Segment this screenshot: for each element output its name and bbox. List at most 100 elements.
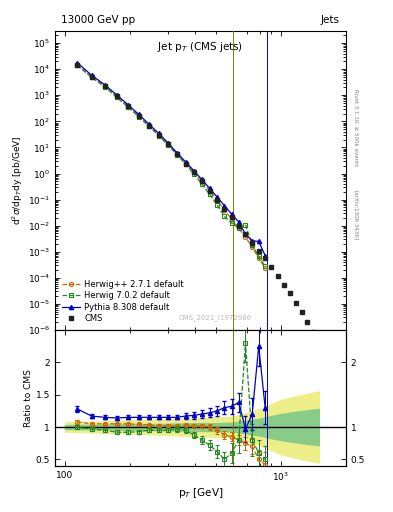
Herwig++ 2.7.1 default [207, 187, 212, 194]
CMS [311, 329, 316, 335]
CMS [215, 197, 220, 203]
Text: CMS_2021_I1972986: CMS_2021_I1972986 [178, 314, 252, 321]
CMS [147, 123, 151, 129]
CMS [269, 264, 274, 270]
Text: 13000 GeV pp: 13000 GeV pp [61, 15, 135, 25]
Herwig 7.0.2 default [165, 142, 170, 148]
Herwig++ 2.7.1 default [222, 207, 227, 213]
CMS [236, 223, 241, 229]
Herwig 7.0.2 default [199, 181, 204, 187]
Line: Herwig++ 2.7.1 default: Herwig++ 2.7.1 default [75, 62, 267, 270]
Herwig++ 2.7.1 default [191, 169, 196, 175]
CMS [199, 178, 204, 184]
Herwig 7.0.2 default [136, 114, 141, 120]
Herwig++ 2.7.1 default [199, 178, 204, 184]
Pythia 8.308 default [89, 72, 94, 78]
Herwig++ 2.7.1 default [183, 160, 188, 166]
Pythia 8.308 default [191, 167, 196, 174]
CMS [114, 93, 119, 99]
CMS [191, 169, 196, 176]
Pythia 8.308 default [126, 101, 130, 108]
Pythia 8.308 default [256, 239, 261, 245]
CMS [316, 340, 321, 347]
Pythia 8.308 default [222, 203, 227, 209]
Herwig++ 2.7.1 default [256, 255, 261, 262]
Herwig 7.0.2 default [103, 84, 107, 90]
Text: Rivet 3.1.10, ≥ 500k events: Rivet 3.1.10, ≥ 500k events [353, 90, 358, 166]
Pythia 8.308 default [199, 176, 204, 182]
Line: Pythia 8.308 default: Pythia 8.308 default [75, 60, 267, 258]
Herwig 7.0.2 default [222, 214, 227, 220]
Pythia 8.308 default [243, 231, 248, 238]
Herwig++ 2.7.1 default [75, 61, 79, 68]
Pythia 8.308 default [174, 150, 179, 156]
Pythia 8.308 default [75, 59, 79, 66]
Text: Jet p$_T$ (CMS jets): Jet p$_T$ (CMS jets) [157, 40, 244, 54]
Herwig 7.0.2 default [126, 104, 130, 110]
CMS [156, 132, 161, 138]
CMS [89, 74, 94, 80]
Herwig 7.0.2 default [215, 202, 220, 208]
Herwig++ 2.7.1 default [165, 141, 170, 147]
CMS [136, 113, 141, 119]
Herwig 7.0.2 default [89, 74, 94, 80]
Herwig 7.0.2 default [250, 242, 255, 248]
Herwig++ 2.7.1 default [229, 216, 234, 222]
Text: [arXiv:1306.3436]: [arXiv:1306.3436] [353, 190, 358, 240]
Pythia 8.308 default [114, 92, 119, 98]
Herwig++ 2.7.1 default [126, 102, 130, 109]
Herwig 7.0.2 default [207, 191, 212, 198]
Herwig++ 2.7.1 default [136, 113, 141, 119]
CMS [126, 103, 130, 110]
CMS [183, 161, 188, 167]
Pythia 8.308 default [156, 131, 161, 137]
CMS [263, 255, 268, 262]
Herwig 7.0.2 default [156, 133, 161, 139]
CMS [256, 248, 261, 254]
Herwig 7.0.2 default [114, 94, 119, 100]
Pythia 8.308 default [136, 112, 141, 118]
Line: CMS: CMS [75, 63, 321, 346]
Y-axis label: Ratio to CMS: Ratio to CMS [24, 369, 33, 427]
CMS [293, 300, 298, 306]
Herwig++ 2.7.1 default [114, 93, 119, 99]
CMS [103, 83, 107, 90]
Herwig++ 2.7.1 default [263, 265, 268, 271]
Herwig 7.0.2 default [183, 161, 188, 167]
Herwig++ 2.7.1 default [250, 244, 255, 250]
Pythia 8.308 default [147, 121, 151, 127]
CMS [165, 141, 170, 147]
Pythia 8.308 default [207, 185, 212, 191]
Herwig 7.0.2 default [174, 152, 179, 158]
CMS [243, 231, 248, 237]
Herwig 7.0.2 default [256, 253, 261, 260]
Herwig++ 2.7.1 default [89, 73, 94, 79]
Y-axis label: d$^2\sigma$/dp$_T$dy [pb/GeV]: d$^2\sigma$/dp$_T$dy [pb/GeV] [11, 136, 25, 225]
Pythia 8.308 default [183, 159, 188, 165]
Herwig 7.0.2 default [191, 171, 196, 177]
Legend: Herwig++ 2.7.1 default, Herwig 7.0.2 default, Pythia 8.308 default, CMS: Herwig++ 2.7.1 default, Herwig 7.0.2 def… [58, 276, 187, 327]
Herwig 7.0.2 default [75, 62, 79, 69]
Herwig++ 2.7.1 default [103, 83, 107, 89]
CMS [229, 214, 234, 220]
Pythia 8.308 default [250, 238, 255, 244]
CMS [222, 205, 227, 211]
CMS [250, 240, 255, 246]
CMS [275, 273, 280, 279]
Pythia 8.308 default [165, 140, 170, 146]
CMS [75, 62, 79, 69]
Herwig++ 2.7.1 default [243, 234, 248, 240]
X-axis label: p$_T$ [GeV]: p$_T$ [GeV] [178, 486, 223, 500]
Text: Jets: Jets [321, 15, 340, 25]
Herwig 7.0.2 default [147, 123, 151, 130]
Herwig++ 2.7.1 default [215, 197, 220, 203]
Herwig 7.0.2 default [229, 220, 234, 226]
Pythia 8.308 default [236, 219, 241, 225]
Herwig++ 2.7.1 default [236, 225, 241, 231]
CMS [281, 282, 286, 288]
CMS [207, 187, 212, 194]
CMS [305, 319, 310, 325]
Herwig 7.0.2 default [263, 263, 268, 269]
Pythia 8.308 default [263, 252, 268, 259]
CMS [174, 151, 179, 157]
